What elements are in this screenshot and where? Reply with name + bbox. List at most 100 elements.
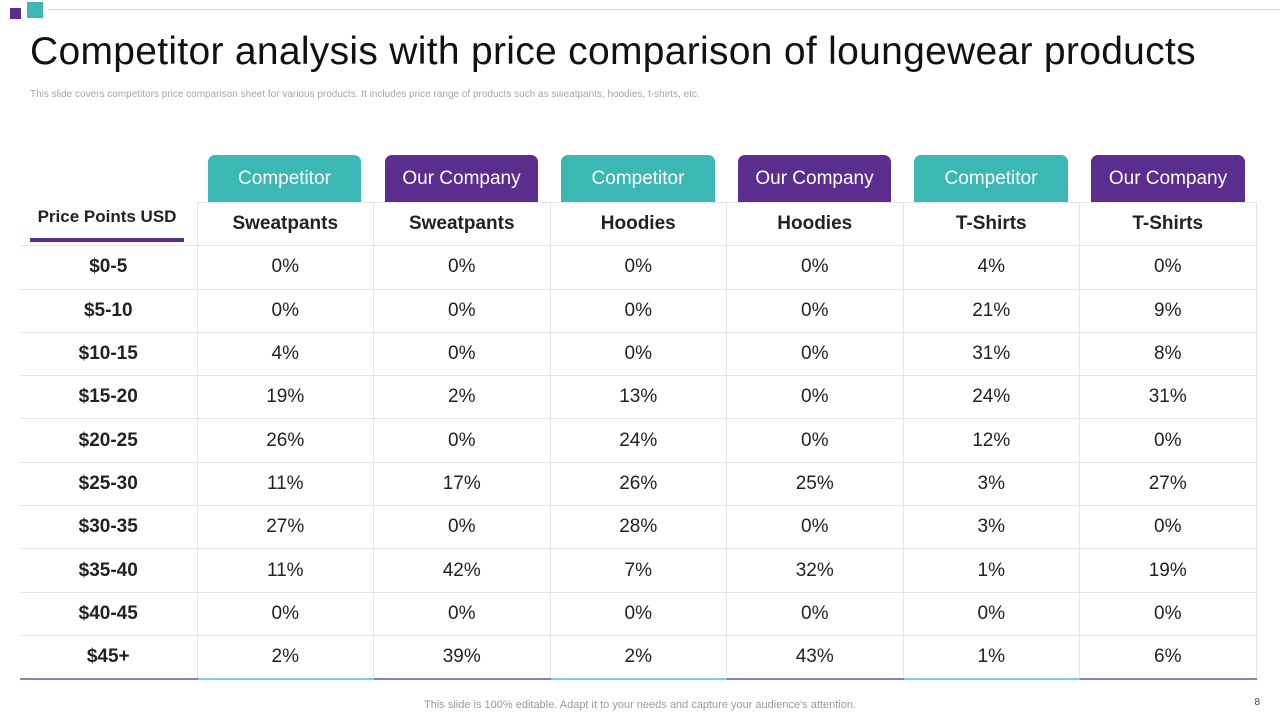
price-comparison-table: Sweatpants Sweatpants Hoodies Hoodies T-… [20, 201, 1257, 681]
value-cell: 6% [1079, 635, 1257, 681]
value-cell: 0% [549, 592, 727, 636]
value-cell: 13% [549, 375, 727, 420]
table-row: $45+ 2% 39% 2% 43% 1% 6% [20, 635, 1257, 681]
price-range-cell: $5-10 [20, 289, 197, 333]
top-divider [48, 9, 1280, 10]
value-cell: 0% [726, 375, 903, 420]
price-range-cell: $35-40 [20, 548, 197, 593]
value-cell: 2% [549, 635, 727, 681]
value-cell: 0% [1079, 505, 1257, 550]
table-row: $15-20 19% 2% 13% 0% 24% 31% [20, 375, 1257, 420]
product-header: T-Shirts [902, 201, 1080, 247]
value-cell: 39% [373, 635, 550, 681]
value-cell: 0% [726, 289, 903, 333]
value-cell: 0% [726, 418, 903, 463]
value-cell: 3% [902, 505, 1080, 550]
value-cell: 12% [902, 418, 1080, 463]
value-cell: 1% [902, 635, 1080, 681]
value-cell: 3% [902, 462, 1080, 507]
value-cell: 0% [373, 332, 550, 377]
product-header: Hoodies [549, 201, 727, 247]
value-cell: 19% [196, 375, 374, 420]
value-cell: 0% [373, 289, 550, 333]
value-cell: 25% [726, 462, 903, 507]
price-range-cell: $45+ [20, 635, 197, 681]
table-row: $25-30 11% 17% 26% 25% 3% 27% [20, 462, 1257, 507]
value-cell: 0% [1079, 592, 1257, 636]
value-cell: 8% [1079, 332, 1257, 377]
value-cell: 1% [902, 548, 1080, 593]
price-range-cell: $20-25 [20, 418, 197, 463]
product-header-row: Sweatpants Sweatpants Hoodies Hoodies T-… [20, 201, 1257, 247]
value-cell: 2% [196, 635, 374, 681]
value-cell: 0% [373, 245, 550, 290]
price-range-cell: $0-5 [20, 245, 197, 290]
value-cell: 19% [1079, 548, 1257, 593]
value-cell: 0% [549, 289, 727, 333]
value-cell: 0% [726, 592, 903, 636]
tab-competitor-sweatpants: Competitor [208, 155, 361, 202]
price-points-underline [30, 238, 184, 242]
value-cell: 0% [549, 245, 727, 290]
table-row: $35-40 11% 42% 7% 32% 1% 19% [20, 548, 1257, 593]
tab-our-company-sweatpants: Our Company [385, 155, 538, 202]
slide-title: Competitor analysis with price compariso… [30, 30, 1196, 73]
price-range-cell: $30-35 [20, 505, 197, 550]
value-cell: 0% [196, 289, 374, 333]
value-cell: 0% [549, 332, 727, 377]
value-cell: 32% [726, 548, 903, 593]
product-header: Hoodies [726, 201, 903, 247]
footer-note: This slide is 100% editable. Adapt it to… [424, 699, 856, 711]
product-header: Sweatpants [373, 201, 550, 247]
value-cell: 0% [373, 592, 550, 636]
value-cell: 27% [196, 505, 374, 550]
table-row: $40-45 0% 0% 0% 0% 0% 0% [20, 592, 1257, 636]
value-cell: 0% [196, 245, 374, 290]
value-cell: 0% [1079, 418, 1257, 463]
table-row: $10-15 4% 0% 0% 0% 31% 8% [20, 332, 1257, 377]
value-cell: 0% [726, 332, 903, 377]
price-range-cell: $15-20 [20, 375, 197, 420]
value-cell: 26% [549, 462, 727, 507]
tab-competitor-hoodies: Competitor [561, 155, 715, 202]
value-cell: 11% [196, 548, 374, 593]
price-points-label: Price Points USD [37, 207, 177, 226]
value-cell: 0% [196, 592, 374, 636]
table-row: $0-5 0% 0% 0% 0% 4% 0% [20, 245, 1257, 290]
value-cell: 27% [1079, 462, 1257, 507]
value-cell: 4% [196, 332, 374, 377]
decor-square-purple [10, 8, 21, 19]
value-cell: 7% [549, 548, 727, 593]
value-cell: 0% [373, 418, 550, 463]
value-cell: 11% [196, 462, 374, 507]
price-range-cell: $10-15 [20, 332, 197, 377]
price-range-cell: $25-30 [20, 462, 197, 507]
value-cell: 0% [726, 245, 903, 290]
value-cell: 42% [373, 548, 550, 593]
product-header: T-Shirts [1079, 201, 1257, 247]
table-row: $30-35 27% 0% 28% 0% 3% 0% [20, 505, 1257, 550]
price-range-cell: $40-45 [20, 592, 197, 636]
value-cell: 17% [373, 462, 550, 507]
value-cell: 0% [1079, 245, 1257, 290]
value-cell: 43% [726, 635, 903, 681]
value-cell: 0% [902, 592, 1080, 636]
product-header: Sweatpants [196, 201, 374, 247]
table-row: $20-25 26% 0% 24% 0% 12% 0% [20, 418, 1257, 463]
value-cell: 4% [902, 245, 1080, 290]
value-cell: 2% [373, 375, 550, 420]
value-cell: 31% [1079, 375, 1257, 420]
value-cell: 0% [726, 505, 903, 550]
value-cell: 0% [373, 505, 550, 550]
tab-our-company-tshirts: Our Company [1091, 155, 1245, 202]
value-cell: 28% [549, 505, 727, 550]
tab-our-company-hoodies: Our Company [738, 155, 891, 202]
table-row: $5-10 0% 0% 0% 0% 21% 9% [20, 289, 1257, 333]
value-cell: 26% [196, 418, 374, 463]
value-cell: 21% [902, 289, 1080, 333]
tab-competitor-tshirts: Competitor [914, 155, 1068, 202]
page-number: 8 [1254, 697, 1260, 708]
value-cell: 9% [1079, 289, 1257, 333]
value-cell: 24% [902, 375, 1080, 420]
value-cell: 24% [549, 418, 727, 463]
